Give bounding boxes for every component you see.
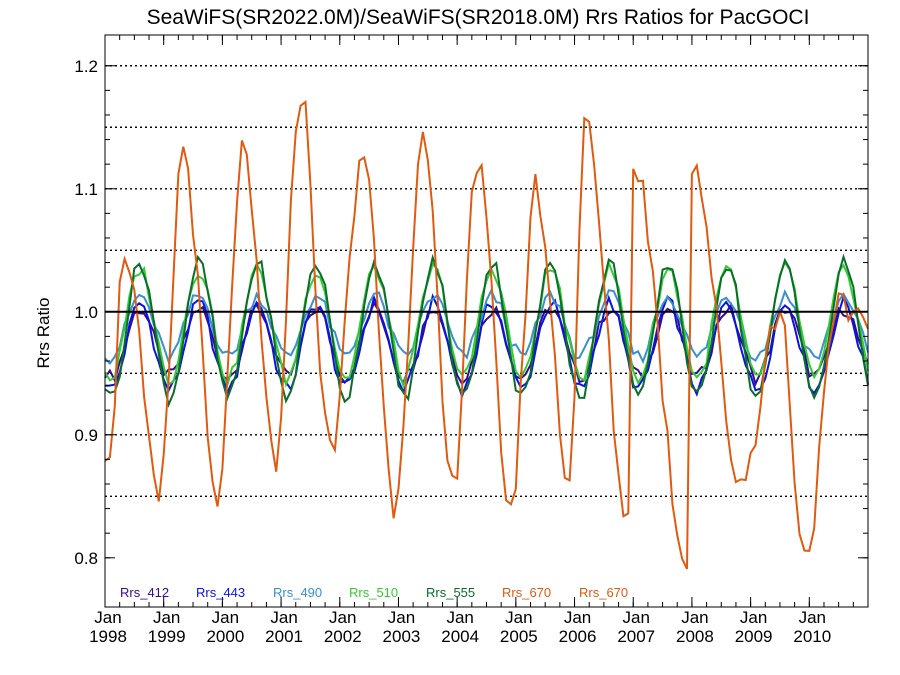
legend: Rrs_412 Rrs_443 Rrs_490 Rrs_510 Rrs_555 Rrs_6… bbox=[120, 585, 628, 600]
series-lines bbox=[104, 99, 869, 570]
axes bbox=[104, 34, 869, 608]
x-tick-month: Jan bbox=[329, 608, 356, 627]
plot-frame bbox=[104, 34, 869, 608]
series-line-rrs_490-2 bbox=[104, 287, 869, 365]
x-tick-month: Jan bbox=[212, 608, 239, 627]
x-tick-year: 2003 bbox=[383, 627, 421, 646]
series-line-rrs_555-4 bbox=[104, 253, 869, 408]
x-tick-month: Jan bbox=[388, 608, 415, 627]
legend-entry-rrs_510-3: Rrs_510 bbox=[349, 585, 398, 600]
legend-entry-rrs_670-5: Rrs_670 bbox=[502, 585, 551, 600]
x-tick-month: Jan bbox=[564, 608, 591, 627]
x-tick-month: Jan bbox=[270, 608, 297, 627]
legend-entry-rrs_555-4: Rrs_555 bbox=[426, 585, 475, 600]
y-tick-label: 1.1 bbox=[74, 180, 98, 199]
legend-entry-rrs_443-1: Rrs_443 bbox=[196, 585, 245, 600]
series-line-rrs_670-5 bbox=[104, 99, 869, 570]
x-tick-month: Jan bbox=[681, 608, 708, 627]
x-tick-year: 2008 bbox=[676, 627, 714, 646]
series-line-rrs_443-1 bbox=[104, 293, 869, 400]
gridlines bbox=[105, 65, 868, 497]
x-tick-year: 1999 bbox=[148, 627, 186, 646]
x-tick-year: 2000 bbox=[206, 627, 244, 646]
x-tick-year: 2001 bbox=[265, 627, 303, 646]
legend-entry-rrs_670-6: Rrs_670 bbox=[579, 585, 628, 600]
x-tick-year: 2007 bbox=[617, 627, 655, 646]
legend-entry-rrs_490-2: Rrs_490 bbox=[273, 585, 322, 600]
legend-entry-rrs_412-0: Rrs_412 bbox=[120, 585, 169, 600]
y-tick-label: 1.0 bbox=[74, 303, 98, 322]
x-tick-year: 2009 bbox=[735, 627, 773, 646]
y-tick-label: 0.8 bbox=[74, 549, 98, 568]
chart-title: SeaWiFS(SR2022.0M)/SeaWiFS(SR2018.0M) Rr… bbox=[147, 6, 810, 29]
y-axis-label: Rrs Ratio bbox=[34, 298, 53, 369]
x-tick-month: Jan bbox=[446, 608, 473, 627]
x-tick-year: 2006 bbox=[559, 627, 597, 646]
x-tick-year: 2004 bbox=[441, 627, 479, 646]
x-tick-month: Jan bbox=[94, 608, 121, 627]
x-tick-month: Jan bbox=[623, 608, 650, 627]
x-tick-month: Jan bbox=[153, 608, 180, 627]
x-tick-year: 2002 bbox=[324, 627, 362, 646]
x-tick-year: 2005 bbox=[500, 627, 538, 646]
x-tick-year: 2010 bbox=[793, 627, 831, 646]
x-tick-month: Jan bbox=[505, 608, 532, 627]
x-tick-year: 1998 bbox=[89, 627, 127, 646]
y-tick-label: 1.2 bbox=[74, 57, 98, 76]
series-line-rrs_412-0 bbox=[104, 300, 869, 387]
x-tick-month: Jan bbox=[799, 608, 826, 627]
x-tick-month: Jan bbox=[740, 608, 767, 627]
y-tick-label: 0.9 bbox=[74, 426, 98, 445]
x-tick-labels: Jan1998Jan1999Jan2000Jan2001Jan2002Jan20… bbox=[89, 608, 831, 646]
y-tick-labels: 0.8 0.9 1.0 1.1 1.2 bbox=[74, 57, 98, 568]
